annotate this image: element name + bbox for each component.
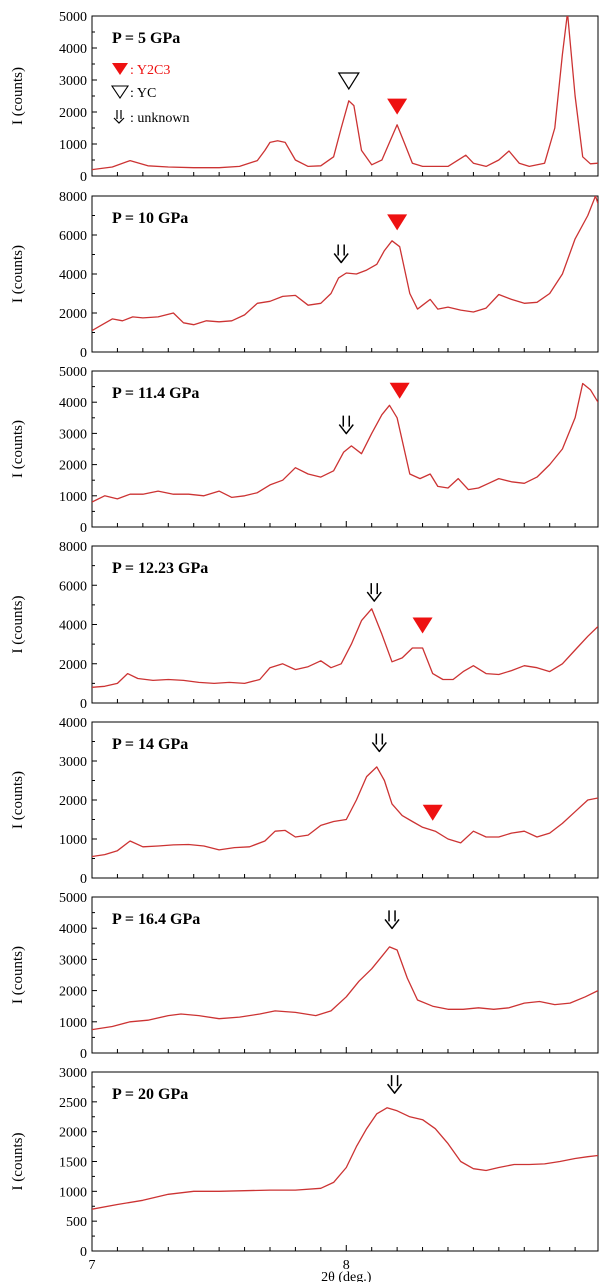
y-tick-label-2000: 2000 (59, 307, 87, 322)
y2c3-peak-marker (389, 382, 410, 399)
legend-entry-unknown: : unknown (113, 110, 190, 126)
shared-x-axis: 7 8 2θ (deg.) (89, 1258, 372, 1282)
legend-yc-icon (110, 85, 130, 99)
pressure-label: P = 10 GPa (112, 210, 188, 227)
panel-5: 0 1000 2000 3000 4000 I (counts) P = 14 GPa (10, 716, 599, 887)
panel-3: 0 1000 2000 3000 4000 5000 I (counts) P = 11.4 … (10, 365, 599, 536)
pressure-label: P = 20 GPa (112, 1086, 188, 1103)
y-tick-label-2000: 2000 (59, 459, 87, 474)
y-tick-label-2500: 2500 (59, 1096, 87, 1111)
y-tick-label-4000: 4000 (59, 42, 87, 57)
x-tick-label-7: 7 (89, 1258, 96, 1273)
y-tick-label-1000: 1000 (59, 833, 87, 848)
unknown-peak-arrow (333, 244, 349, 264)
panel-1: 0 1000 2000 3000 4000 5000 I (counts) P = 5 GPa (10, 10, 599, 185)
pressure-label: P = 14 GPa (112, 736, 188, 753)
y-tick-label-1000: 1000 (59, 1016, 87, 1031)
y-tick-label-2000: 2000 (59, 794, 87, 809)
y-tick-label-4000: 4000 (59, 619, 87, 634)
y2c3-peak-marker (412, 617, 433, 634)
legend-label-y2c3: : Y2C3 (130, 63, 170, 78)
y2c3-peak-marker (387, 98, 408, 115)
series-line-p-11-4-gpa (92, 382, 598, 503)
y-tick-label-3000: 3000 (59, 1066, 87, 1081)
y-tick-label-3000: 3000 (59, 74, 87, 89)
pressure-label: P = 5 GPa (112, 30, 180, 47)
legend-entry-yc: : YC (110, 85, 156, 101)
y-tick-label-0: 0 (80, 521, 87, 536)
y-tick-label-1000: 1000 (59, 1185, 87, 1200)
y-axis-label: I (counts) (10, 946, 26, 1004)
unknown-peak-arrow (366, 583, 382, 602)
legend-label-yc: : YC (130, 86, 156, 101)
panel-4: 0 2000 4000 6000 8000 I (counts) P = 12.23 GPa (10, 540, 599, 712)
y-tick-label-2000: 2000 (59, 658, 87, 673)
y-tick-label-0: 0 (80, 872, 87, 887)
y-tick-label-4000: 4000 (59, 922, 87, 937)
y2c3-peak-marker (387, 214, 408, 231)
y-axis-label: I (counts) (10, 771, 26, 829)
y-tick-label-4000: 4000 (59, 268, 87, 283)
y-tick-label-5000: 5000 (59, 10, 87, 25)
unknown-peak-arrow (338, 415, 354, 435)
y-axis-label: I (counts) (10, 245, 26, 303)
y-tick-label-3000: 3000 (59, 755, 87, 770)
y-tick-label-2000: 2000 (59, 1126, 87, 1141)
panel-2: 0 2000 4000 6000 8000 I (counts) P = 10 GPa (10, 190, 599, 361)
y-tick-label-1000: 1000 (59, 138, 87, 153)
legend-label-unknown: : unknown (130, 111, 190, 126)
y-tick-label-4000: 4000 (59, 396, 87, 411)
y-axis-label: I (counts) (10, 1133, 26, 1191)
panel-7: 0 500 1000 1500 2000 2500 3000 I (counts) P = 20… (10, 1066, 599, 1260)
series-line-p-14-gpa (92, 766, 598, 858)
unknown-peak-arrow (386, 1075, 403, 1094)
y-tick-label-0: 0 (80, 697, 87, 712)
series-line-p-5-gpa (92, 16, 598, 171)
y-tick-label-0: 0 (80, 170, 87, 185)
y-tick-label-2000: 2000 (59, 985, 87, 1000)
series-line-p-20-gpa (92, 1107, 598, 1210)
pressure-label: P = 12.23 GPa (112, 560, 208, 577)
unknown-peak-arrow (384, 910, 400, 930)
y-axis-label: I (counts) (10, 420, 26, 478)
panel-6: 0 1000 2000 3000 4000 5000 I (counts) P = 16.4 … (10, 891, 599, 1062)
legend-entry-y2c3: : Y2C3 (112, 63, 170, 78)
x-axis-label: 2θ (deg.) (321, 1270, 372, 1282)
legend-unknown-icon (113, 110, 125, 124)
series-line-p-16-4-gpa (92, 946, 598, 1031)
y-tick-label-6000: 6000 (59, 229, 87, 244)
y-axis-label: I (counts) (10, 596, 26, 654)
y-tick-label-8000: 8000 (59, 540, 87, 555)
pressure-label: P = 11.4 GPa (112, 385, 199, 402)
y-tick-label-4000: 4000 (59, 716, 87, 731)
y-tick-label-5000: 5000 (59, 891, 87, 906)
pressure-label: P = 16.4 GPa (112, 911, 200, 928)
legend-y2c3-icon (112, 63, 128, 75)
y-tick-label-0: 0 (80, 346, 87, 361)
y-tick-label-0: 0 (80, 1047, 87, 1062)
x-tick-label-8: 8 (343, 1258, 350, 1273)
y2c3-peak-marker (422, 804, 443, 821)
y-tick-label-6000: 6000 (59, 579, 87, 594)
y-tick-label-500: 500 (66, 1215, 87, 1230)
legend: : Y2C3 : YC : unknown (110, 63, 190, 126)
yc-peak-marker (337, 72, 360, 91)
series-line-p-12-23-gpa (92, 608, 598, 688)
y-tick-label-5000: 5000 (59, 365, 87, 380)
y-axis-label: I (counts) (10, 67, 26, 125)
unknown-peak-arrow (371, 733, 387, 753)
y-tick-label-3000: 3000 (59, 953, 87, 968)
y-tick-label-1000: 1000 (59, 490, 87, 505)
y-tick-label-0: 0 (80, 1245, 87, 1260)
y-tick-label-3000: 3000 (59, 427, 87, 442)
y-tick-label-1500: 1500 (59, 1156, 87, 1171)
y-tick-label-8000: 8000 (59, 190, 87, 205)
series-line-p-10-gpa (92, 196, 598, 332)
y-tick-label-2000: 2000 (59, 106, 87, 121)
